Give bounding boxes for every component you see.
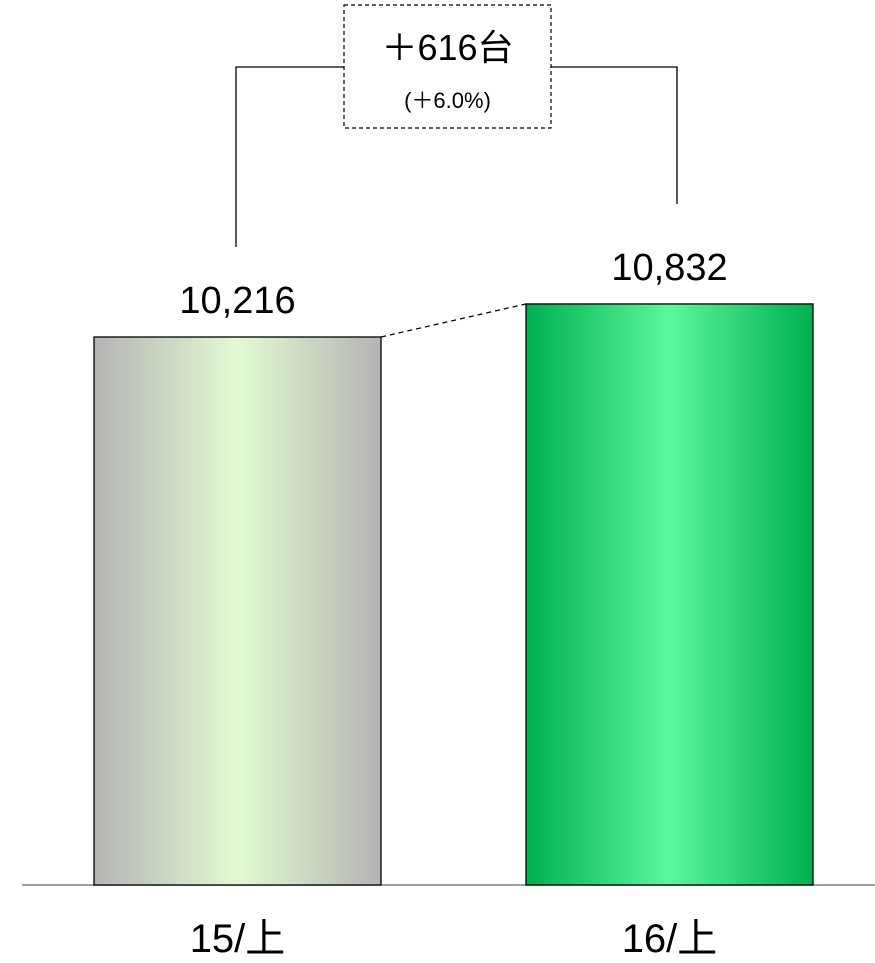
- value-label: 10,216: [179, 280, 295, 322]
- bar-1: [93, 336, 382, 886]
- connector-dashed-line: [380, 303, 527, 338]
- difference-bracket-right: [551, 66, 678, 204]
- bar-2: [525, 303, 814, 886]
- category-label: 15/上: [190, 917, 286, 961]
- difference-callout-box: [343, 4, 552, 129]
- difference-label: ＋616台: [381, 27, 513, 68]
- difference-bracket-left: [235, 66, 344, 247]
- difference-percent-label: (＋6.0%): [404, 88, 491, 113]
- value-label: 10,832: [611, 247, 727, 289]
- category-label: 16/上: [622, 917, 718, 961]
